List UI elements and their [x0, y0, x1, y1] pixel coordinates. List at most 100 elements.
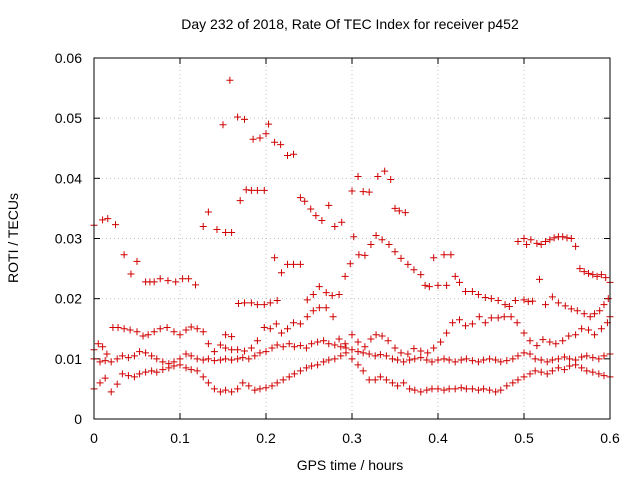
data-point [163, 324, 171, 332]
data-point [497, 358, 505, 366]
data-point [193, 355, 201, 363]
data-point [475, 313, 483, 321]
data-point [451, 272, 459, 280]
data-point [554, 299, 562, 307]
data-point [348, 331, 356, 339]
data-point [578, 353, 586, 361]
data-point [374, 173, 382, 181]
data-point [520, 329, 528, 337]
data-point [213, 225, 221, 233]
data-point [290, 150, 298, 158]
y-tick-label: 0.05 [55, 110, 82, 126]
data-point [394, 356, 402, 364]
data-point [567, 235, 575, 242]
data-point [193, 367, 201, 375]
data-point [228, 333, 236, 341]
data-point [371, 376, 379, 384]
data-point [253, 301, 261, 309]
data-point [222, 386, 230, 394]
data-point [548, 293, 556, 301]
data-point [524, 298, 532, 306]
data-point [260, 301, 268, 309]
data-point [486, 355, 494, 363]
data-point [210, 385, 218, 393]
data-point [355, 251, 363, 259]
data-point [302, 364, 310, 372]
data-point [226, 76, 234, 84]
data-point [548, 367, 556, 375]
data-point [554, 364, 562, 372]
data-point [456, 278, 463, 286]
data-point [542, 238, 549, 246]
x-tick-label: 0.4 [428, 430, 448, 446]
data-point [199, 373, 207, 381]
data-point [331, 222, 339, 230]
data-point [277, 141, 285, 149]
data-point [101, 374, 109, 382]
data-point [447, 251, 455, 259]
data-point [423, 386, 431, 394]
data-point [513, 319, 521, 327]
y-tick-label: 0.02 [55, 291, 82, 307]
data-point [228, 356, 236, 364]
data-point [320, 358, 328, 366]
data-point [148, 367, 156, 375]
y-tick-label: 0.03 [55, 231, 82, 247]
data-point [443, 281, 451, 289]
data-point [520, 296, 528, 304]
data-point [228, 346, 236, 354]
data-point [136, 370, 144, 378]
data-point [285, 340, 293, 348]
data-point [325, 356, 333, 364]
data-point [365, 350, 373, 358]
data-point [187, 323, 195, 331]
data-point [359, 349, 367, 357]
data-point [385, 241, 393, 249]
data-point [309, 290, 317, 298]
data-point [468, 385, 476, 393]
data-point [193, 325, 201, 333]
data-point [350, 233, 358, 241]
data-point [397, 254, 405, 262]
data-point [604, 295, 612, 303]
data-point [331, 341, 339, 349]
data-point [542, 301, 549, 309]
data-point [176, 361, 184, 369]
data-point [554, 355, 562, 363]
data-point [256, 134, 264, 142]
data-point [585, 326, 592, 334]
data-point [216, 341, 224, 349]
data-point [365, 376, 373, 384]
data-point [514, 352, 522, 360]
data-point [437, 338, 445, 346]
data-point [242, 186, 250, 194]
x-tick-label: 0.3 [342, 430, 362, 446]
data-point [222, 331, 230, 339]
data-point [382, 376, 390, 384]
data-point [487, 314, 495, 322]
data-point [511, 296, 519, 304]
data-point [99, 216, 107, 224]
data-point [279, 376, 287, 384]
data-point [546, 236, 554, 244]
data-point [359, 367, 367, 375]
data-point [271, 254, 279, 262]
x-tick-label: 0.2 [256, 430, 276, 446]
data-point [315, 304, 323, 312]
y-axis-label: ROTI / TECUs [5, 193, 21, 283]
data-point [273, 341, 281, 349]
data-point [507, 313, 515, 321]
data-point [303, 313, 311, 321]
data-point [572, 361, 580, 369]
data-point [503, 357, 511, 365]
grid-lines [94, 58, 610, 419]
data-point [526, 337, 534, 345]
data-point [126, 326, 134, 334]
data-point [222, 355, 230, 363]
data-point [296, 320, 304, 328]
data-point [563, 234, 571, 242]
data-point [597, 325, 605, 333]
data-point [247, 186, 255, 194]
data-point [387, 176, 395, 184]
data-point [328, 292, 336, 300]
